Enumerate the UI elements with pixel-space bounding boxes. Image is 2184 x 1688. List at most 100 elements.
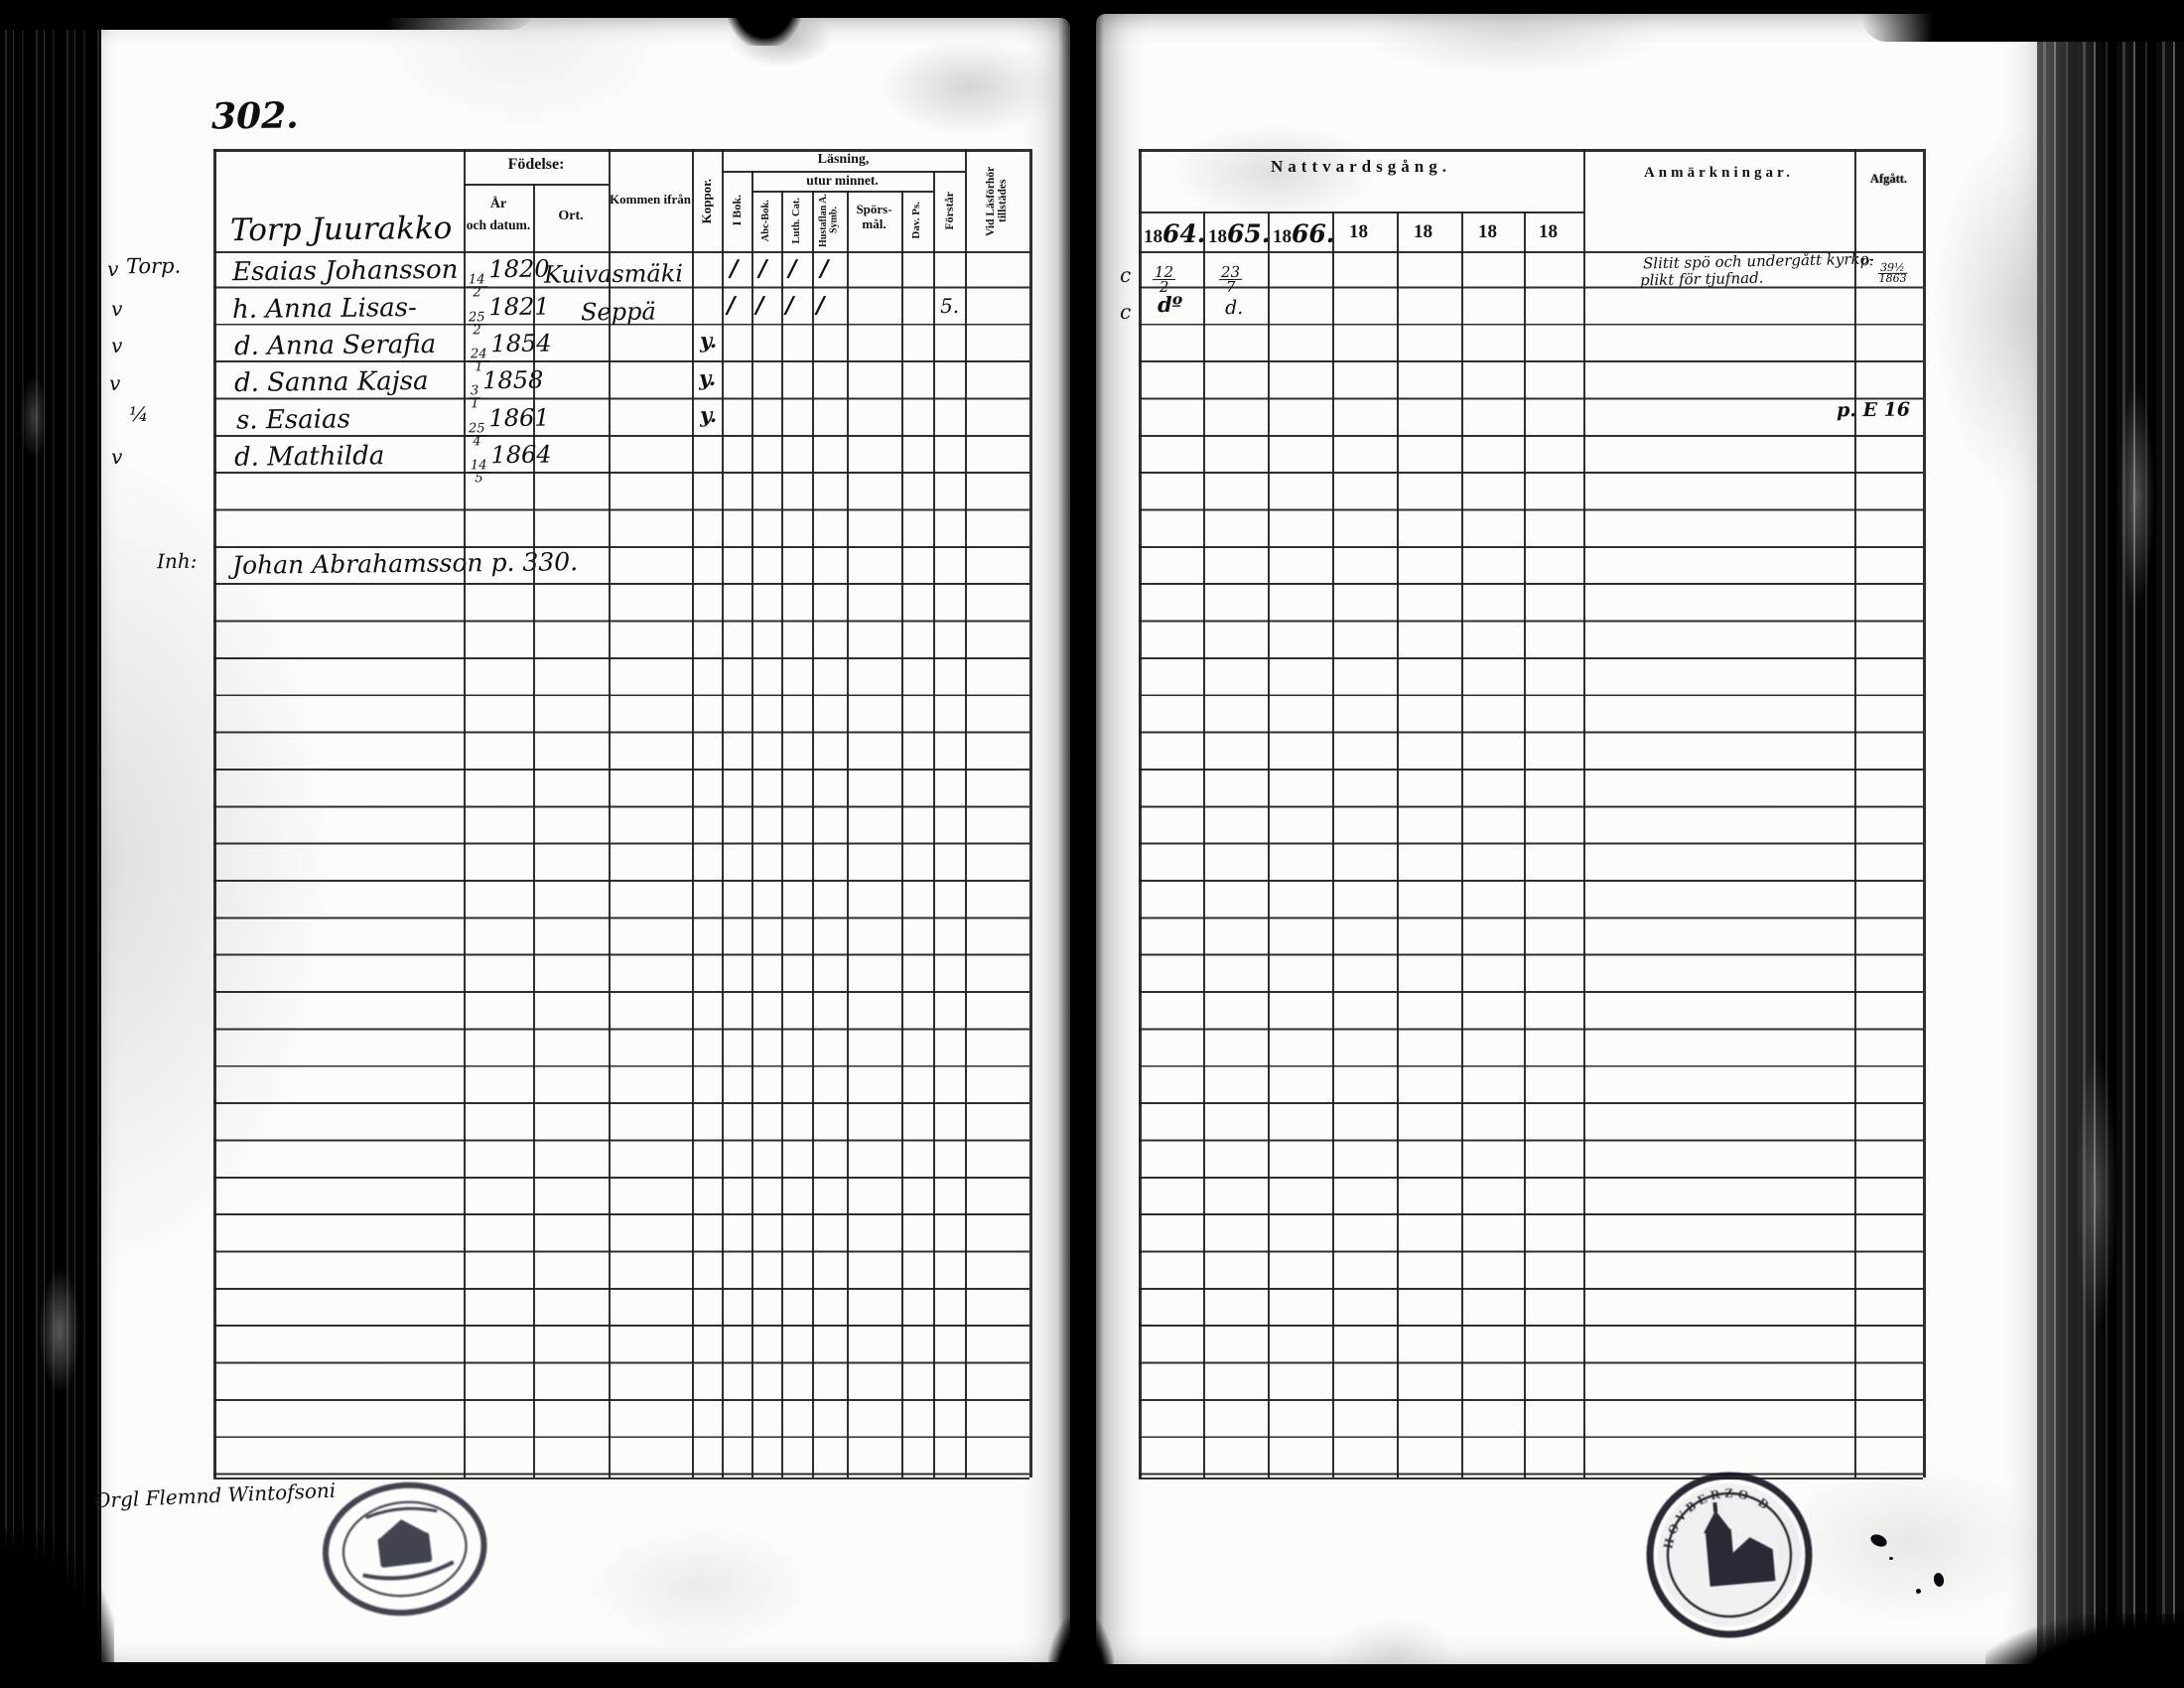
col-header-anmarkningar: Anmärkningar. — [1643, 165, 1795, 181]
gutter-mark: c — [1119, 262, 1132, 288]
year-handwritten: 66. — [1292, 219, 1335, 248]
row-name: d. Mathilda — [233, 441, 385, 473]
birth-year: 1854 — [490, 329, 552, 358]
grid-line — [1139, 149, 1142, 1477]
col-header-lasning: Läsning, — [817, 152, 870, 167]
scan-edge-right — [2037, 0, 2184, 1688]
koppor-mark: y. — [699, 327, 718, 353]
page-number: 302. — [210, 94, 299, 138]
ink-blob — [1916, 1589, 1921, 1594]
birth-year: 1864 — [490, 440, 552, 470]
ditto-mark: d. — [1224, 296, 1244, 320]
row-name: h. Anna Lisas- — [231, 293, 418, 325]
grid-line — [464, 184, 609, 186]
grid-line — [1139, 211, 1583, 213]
year-handwritten: 64. — [1162, 219, 1206, 248]
year-printed: 18 — [1539, 221, 1558, 242]
year-printed: 18 — [1144, 226, 1162, 247]
birth-year: 1861 — [488, 403, 550, 433]
year-cell: 1866. — [1273, 219, 1335, 248]
grid-line — [1029, 149, 1032, 1477]
col-header-afgatt: Afgått. — [1869, 172, 1908, 186]
ort-value: Seppä — [580, 297, 656, 327]
margin-check: v — [110, 444, 123, 470]
row-name: Esaias Johansson — [231, 254, 459, 288]
year-cell: 18 — [1466, 221, 1522, 242]
row-grid-right — [1139, 251, 1923, 1479]
margin-title: Torp. — [125, 253, 182, 279]
margin-check: v — [110, 333, 123, 358]
afgatt-note: p. E 16 — [1836, 398, 1911, 422]
reading-mark: ∕ — [815, 291, 825, 320]
grid-line — [1139, 251, 1923, 253]
col-header-luth-cat: Luth. Cat. — [790, 197, 802, 244]
margin-check: v — [106, 256, 119, 282]
margin-check: v — [108, 370, 121, 396]
year-printed: 18 — [1273, 226, 1292, 247]
communion-date: 12 2 — [1152, 254, 1176, 296]
year-printed: 18 — [1478, 221, 1497, 242]
grid-line — [213, 149, 1029, 152]
grid-line — [1139, 1477, 1923, 1479]
grid-line — [751, 171, 753, 1477]
grid-line — [692, 149, 694, 1477]
koppor-mark: y. — [699, 401, 718, 428]
afgatt-ref: p: 39½ 1863 — [1860, 253, 1907, 285]
grid-line — [781, 191, 783, 1477]
grid-line — [1268, 211, 1270, 1477]
grid-line — [213, 149, 216, 1477]
grid-line — [1923, 149, 1926, 1477]
col-header-ort: Ort. — [558, 209, 584, 223]
afgatt-prefix: p: — [1859, 253, 1874, 270]
col-header-ar: År — [489, 197, 507, 211]
gutter-mark: c — [1119, 299, 1132, 325]
grid-line — [1332, 211, 1334, 1477]
col-header-utur-minnet: utur minnet. — [806, 173, 879, 188]
reading-mark: ∕ — [757, 254, 767, 283]
birth-month: 5 — [475, 471, 483, 487]
afgatt-year: 1863 — [1878, 272, 1907, 286]
sporsmal-line2: mål. — [862, 215, 887, 231]
col-header-vid-lasforhor: Vid Läsförhör tillstädes — [985, 166, 1010, 236]
grid-line — [812, 191, 814, 1477]
grid-line — [933, 171, 935, 1477]
scan-edge-bottom — [0, 1672, 2184, 1688]
grid-line — [464, 149, 466, 1477]
grid-line — [1524, 211, 1526, 1477]
book-gutter — [1058, 0, 1104, 1688]
margin-check: v — [110, 296, 123, 322]
sporsmal-line1: Spörs- — [856, 202, 892, 216]
col-header-dav-ps: Dav. Ps. — [910, 202, 923, 239]
row-name: d. Sanna Kajsa — [233, 365, 429, 399]
grid-line — [847, 191, 849, 1477]
archive-stamp-left — [322, 1481, 487, 1617]
grid-line — [1139, 149, 1923, 152]
row-name: s. Esaias — [235, 404, 351, 436]
grid-line — [609, 149, 611, 1477]
col-header-och-datum: och datum. — [466, 217, 531, 232]
col-header-sporsmal: Spörs- mål. — [847, 202, 901, 231]
birth-year: 1821 — [488, 292, 550, 322]
year-printed: 18 — [1208, 226, 1227, 247]
scan-edge-left — [0, 0, 101, 1688]
row-name: d. Anna Serafia — [233, 329, 437, 362]
year-handwritten: 65. — [1227, 219, 1271, 248]
grid-line — [901, 191, 903, 1477]
col-header-nattvardsgang: Nattvardsgång. — [1271, 157, 1451, 176]
year-printed: 18 — [1414, 221, 1433, 242]
remark-line2: plikt för tjufnad. — [1639, 268, 1764, 290]
parish-stamp-right: HOVBERZO D — [1646, 1472, 1813, 1638]
grid-line — [965, 149, 967, 1477]
ink-speck — [1889, 1557, 1893, 1560]
year-printed: 18 — [1349, 221, 1368, 242]
year-cell: 18 — [1529, 221, 1581, 242]
grid-line — [1461, 211, 1463, 1477]
scan-corner-bottom-left — [0, 1529, 114, 1688]
birth-year: 1820 — [488, 254, 550, 284]
row-grid-left — [213, 251, 1029, 1479]
reading-mark: ∕ — [787, 254, 797, 283]
birth-date: 14 5 1864 — [468, 440, 552, 487]
margin-check: ¼ — [128, 401, 149, 427]
communion-month: 7 — [1225, 278, 1236, 297]
